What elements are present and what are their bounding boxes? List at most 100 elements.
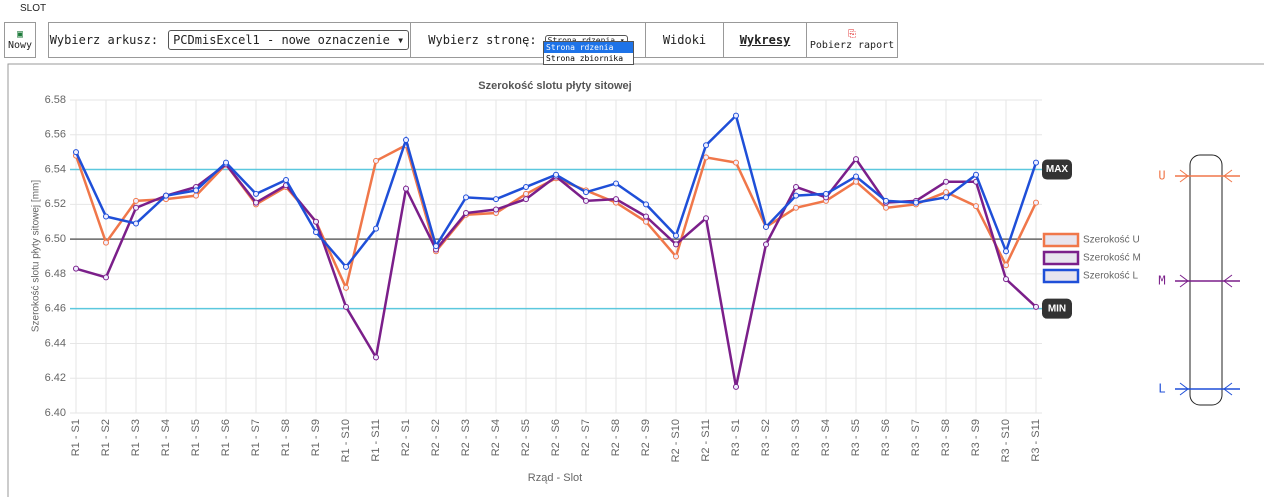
- legend-label: Szerokość U: [1083, 235, 1140, 246]
- x-tick-label: R2 - S5: [520, 419, 532, 456]
- y-tick-label: 6.44: [45, 337, 66, 349]
- diagram-arrow: [1179, 169, 1233, 183]
- point: [403, 136, 409, 143]
- point: [1003, 276, 1009, 283]
- charts-button[interactable]: Wykresy: [723, 22, 807, 58]
- chart-title: Szerokość slotu płyty sitowej: [478, 80, 631, 92]
- point: [643, 201, 649, 208]
- sheet-select[interactable]: PCDmisExcel1 - nowe oznaczenie ▾: [168, 30, 410, 50]
- point: [1033, 159, 1039, 166]
- dropdown-option[interactable]: Strona rdzenia: [544, 42, 633, 53]
- x-tick-label: R3 - S7: [910, 419, 922, 456]
- x-tick-label: R2 - S11: [700, 419, 712, 462]
- point: [193, 192, 199, 199]
- x-tick-label: R2 - S7: [580, 419, 592, 456]
- charts-label: Wykresy: [739, 33, 791, 47]
- point: [823, 190, 829, 197]
- point: [1003, 248, 1009, 255]
- point: [703, 215, 709, 222]
- point: [1033, 199, 1039, 206]
- y-tick-label: 6.54: [45, 163, 66, 175]
- x-tick-label: R1 - S1: [70, 419, 82, 456]
- point: [133, 204, 139, 211]
- point: [643, 213, 649, 220]
- point: [1033, 303, 1039, 310]
- point: [523, 190, 529, 197]
- x-tick-label: R3 - S2: [760, 419, 772, 456]
- point: [163, 192, 169, 199]
- x-tick-label: R3 - S9: [970, 419, 982, 456]
- views-label: Widoki: [662, 33, 707, 47]
- point: [973, 171, 979, 178]
- point: [103, 274, 109, 281]
- point: [343, 284, 349, 291]
- y-tick-label: 6.52: [45, 198, 66, 210]
- point: [673, 232, 679, 239]
- point: [1003, 262, 1009, 269]
- point: [343, 263, 349, 270]
- point: [523, 196, 529, 203]
- point: [373, 157, 379, 164]
- point: [763, 223, 769, 230]
- reference-badge: [1042, 298, 1072, 319]
- point: [253, 190, 259, 197]
- side-dropdown: Strona rdzenia Strona zbiornika: [543, 41, 634, 65]
- slot-outline: [1189, 154, 1223, 406]
- point: [403, 185, 409, 192]
- side-value: Strona rdzenia: [547, 35, 616, 45]
- legend-label: Szerokość M: [1083, 253, 1141, 264]
- y-axis-label: Szerokość slotu płyty sitowej [mm]: [31, 180, 42, 332]
- x-tick-label: R3 - S1: [730, 419, 742, 456]
- x-tick-label: R3 - S10: [1000, 419, 1012, 462]
- dropdown-option[interactable]: Strona zbiornika: [546, 54, 624, 63]
- x-tick-label: R1 - S2: [100, 419, 112, 456]
- report-button[interactable]: ⎘ Pobierz raport: [806, 22, 898, 58]
- diagram-label: L: [1158, 382, 1165, 396]
- window-title: SLOT: [20, 3, 47, 14]
- point: [493, 206, 499, 213]
- diagram-arrow: [1179, 382, 1233, 396]
- legend-swatch: [1042, 268, 1080, 284]
- sheet-box: Wybierz arkusz: PCDmisExcel1 - nowe oznac…: [48, 22, 411, 58]
- x-tick-label: R2 - S10: [670, 419, 682, 462]
- x-tick-label: R2 - S9: [640, 419, 652, 456]
- point: [313, 218, 319, 225]
- x-tick-label: R3 - S5: [850, 419, 862, 456]
- point: [793, 204, 799, 211]
- point: [973, 203, 979, 210]
- point: [373, 225, 379, 232]
- legend-swatch: [1042, 250, 1080, 266]
- point: [943, 189, 949, 196]
- x-tick-label: R2 - S1: [400, 419, 412, 456]
- point: [433, 243, 439, 250]
- reference-label: MIN: [1048, 303, 1066, 314]
- point: [643, 218, 649, 225]
- reference-label: MAX: [1046, 164, 1069, 175]
- point: [583, 189, 589, 196]
- x-tick-label: R3 - S11: [1030, 419, 1042, 462]
- point: [103, 239, 109, 246]
- point: [73, 265, 79, 272]
- point: [703, 154, 709, 161]
- reference-badge: [1042, 159, 1072, 180]
- x-tick-label: R1 - S3: [130, 419, 142, 456]
- y-tick-label: 6.40: [45, 407, 66, 419]
- legend-swatch: [1042, 232, 1080, 248]
- point: [583, 197, 589, 204]
- new-button[interactable]: ▣ Nowy: [4, 22, 36, 58]
- point: [853, 173, 859, 180]
- x-tick-label: R1 - S9: [310, 419, 322, 456]
- x-tick-label: R2 - S8: [610, 419, 622, 456]
- point: [73, 149, 79, 156]
- point: [133, 220, 139, 227]
- point: [733, 383, 739, 390]
- point: [253, 199, 259, 206]
- x-tick-label: R1 - S7: [250, 419, 262, 456]
- point: [613, 196, 619, 203]
- views-button[interactable]: Widoki: [645, 22, 724, 58]
- x-tick-label: R1 - S4: [160, 419, 172, 456]
- report-label: Pobierz raport: [809, 40, 895, 51]
- sheet-label: Wybierz arkusz:: [49, 33, 159, 47]
- point: [283, 176, 289, 183]
- point: [463, 210, 469, 217]
